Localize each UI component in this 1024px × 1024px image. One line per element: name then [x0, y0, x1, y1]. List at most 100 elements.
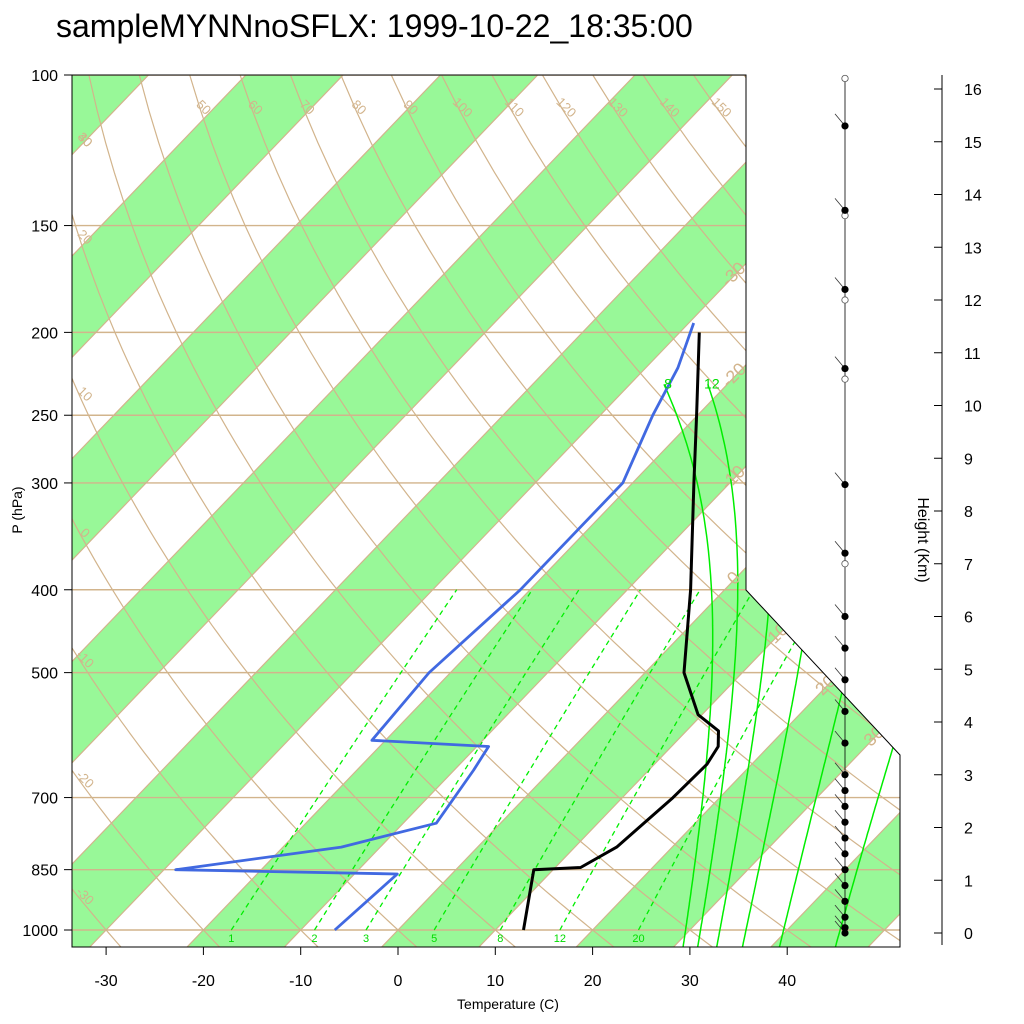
- p-tick-label: 250: [31, 408, 58, 425]
- height-tick-label: 8: [964, 504, 973, 521]
- wind-dot: [841, 676, 849, 684]
- wind-open-circle: [841, 74, 849, 83]
- moist-adiabat-line: [741, 384, 828, 947]
- axes: -30 -20 -10 0 10 20 30 40 100 150 200 250 300 400 500 7…: [22, 68, 796, 990]
- isotherm-line: [460, 75, 900, 947]
- mixing-ratio-label: 20: [632, 933, 644, 945]
- temperature-line: [522, 332, 720, 931]
- isotherm-band: [948, 0, 1024, 965]
- dry-adiabat-label: 10: [75, 383, 96, 404]
- height-tick-label: 2: [964, 821, 973, 838]
- dry-adiabat-line: [138, 75, 813, 947]
- mixing-ratio-label: 12: [554, 933, 566, 945]
- isotherm-line: [850, 75, 900, 947]
- moist-adiabat-line: [834, 384, 900, 947]
- height-tick-label: 13: [964, 240, 982, 257]
- x-tick-label: 40: [778, 973, 796, 990]
- wind-dot: [841, 834, 849, 842]
- isotherm-line: [168, 75, 900, 947]
- mixing-ratio-label: 2: [311, 933, 317, 945]
- x-tick-label: -10: [289, 973, 312, 990]
- dry-adiabat-line: [72, 75, 320, 947]
- dry-adiabat-line: [390, 75, 900, 947]
- x-tick-label: 10: [486, 973, 504, 990]
- wind-open-circle: [841, 296, 849, 304]
- isotherm-line: [72, 75, 813, 947]
- isotherm-line: [948, 0, 1024, 965]
- wind-dot: [841, 771, 849, 779]
- p-tick-label: 150: [31, 219, 58, 236]
- isotherm-line: [72, 75, 618, 947]
- dry-adiabat-label: 150: [709, 94, 735, 120]
- wind-dot: [841, 122, 849, 130]
- dry-adiabat-line: [72, 75, 517, 947]
- moist-adiabat-label: 24: [903, 375, 919, 391]
- isotherm-line: [0, 0, 33, 965]
- wind-open-circle: [841, 375, 849, 383]
- height-tick-label: 7: [964, 557, 973, 574]
- isotherm-band: [0, 0, 33, 965]
- height-tick-label: 11: [964, 346, 981, 363]
- height-tick-label: 9: [964, 451, 973, 468]
- x-tick-label: 30: [681, 973, 699, 990]
- isotherm-line: [558, 75, 900, 947]
- height-tick-label: 16: [964, 82, 982, 99]
- wind-dot: [841, 924, 849, 932]
- mixing-ratio-line: [230, 589, 458, 931]
- dry-adiabat-line: [72, 75, 616, 947]
- moist-adiabat-label: 8: [664, 375, 672, 391]
- dry-adiabat-label: 120: [553, 94, 579, 120]
- mixing-ratio-lines: [230, 589, 825, 931]
- wind-profile: [834, 74, 849, 937]
- wind-dot: [841, 707, 849, 716]
- wind-open-circle: [841, 560, 849, 568]
- isotherm-band: [169, 75, 900, 947]
- p-tick-label: 100: [31, 68, 58, 85]
- wind-dot: [841, 866, 849, 874]
- p-tick-label: 200: [31, 325, 58, 342]
- height-tick-label: 12: [964, 293, 982, 310]
- height-tick-label: 15: [964, 135, 982, 152]
- mixing-ratio-line: [365, 589, 580, 931]
- height-tick-label: 14: [964, 188, 982, 205]
- mixing-ratio-label: 3: [363, 933, 369, 945]
- wind-dot: [841, 897, 849, 905]
- x-axis-title: Temperature (C): [457, 996, 559, 1012]
- mixing-ratio-label: 5: [431, 933, 437, 945]
- p-tick-label: 300: [31, 476, 58, 493]
- mixing-ratio-line: [499, 589, 701, 931]
- moist-adiabat-label: 16: [758, 375, 774, 391]
- wind-dot: [841, 818, 849, 826]
- moist-adiabat-label: 28: [1000, 375, 1016, 391]
- wind-dot: [841, 850, 849, 858]
- wind-dot: [841, 206, 849, 214]
- mixing-ratio-label: 1: [228, 933, 234, 945]
- wind-dot: [841, 364, 849, 373]
- height-axis-title: Height (Km): [914, 497, 931, 582]
- height-tick-label: 4: [964, 715, 973, 732]
- plot-frame: [71, 74, 901, 948]
- wind-dot: [841, 802, 849, 811]
- y-axis-title: P (hPa): [9, 486, 25, 533]
- moist-adiabat-line: [696, 384, 739, 947]
- x-tick-label: -30: [95, 973, 118, 990]
- isotherm-line: [266, 75, 900, 947]
- wind-dot: [841, 739, 849, 747]
- isotherm-line: [72, 75, 424, 947]
- wind-dot: [841, 929, 849, 937]
- p-tick-label: 500: [31, 666, 58, 683]
- p-tick-label: 400: [31, 583, 58, 600]
- moist-adiabat-label: 20: [823, 375, 839, 391]
- x-tick-label: -20: [192, 973, 215, 990]
- dry-adiabat-line: [88, 75, 715, 947]
- p-tick-label: 700: [31, 791, 58, 808]
- wind-dot: [841, 612, 849, 621]
- isotherm-line: [72, 75, 715, 947]
- height-tick-label: 6: [964, 610, 973, 627]
- x-tick-label: 20: [584, 973, 602, 990]
- plot-area: 8121620242832123581220506070809010011012…: [0, 0, 1024, 965]
- dry-adiabat-line: [239, 75, 900, 947]
- isotherm-line: [72, 75, 326, 947]
